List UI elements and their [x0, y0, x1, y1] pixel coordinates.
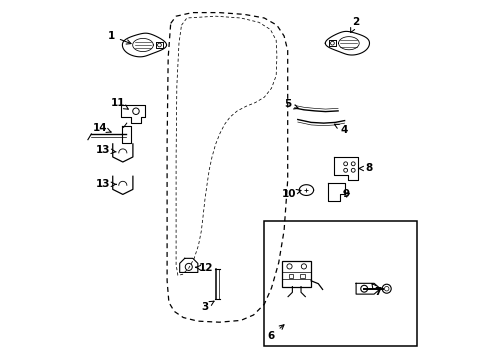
Text: 1: 1	[107, 31, 131, 44]
Text: 10: 10	[282, 189, 301, 199]
Text: 9: 9	[342, 189, 349, 199]
Bar	[288, 274, 292, 278]
Text: 14: 14	[93, 123, 111, 133]
Text: 5: 5	[284, 99, 298, 109]
Bar	[264, 221, 416, 346]
Text: 11: 11	[110, 98, 128, 109]
Bar	[282, 261, 310, 287]
Text: 2: 2	[350, 17, 359, 32]
Text: 7: 7	[371, 284, 381, 297]
Text: 12: 12	[195, 263, 212, 273]
Bar	[300, 274, 304, 278]
Text: 4: 4	[334, 124, 347, 135]
Text: 3: 3	[201, 301, 214, 312]
Text: 6: 6	[267, 325, 284, 341]
Text: 13: 13	[96, 145, 116, 156]
Text: 8: 8	[358, 163, 371, 174]
Text: 13: 13	[96, 179, 116, 189]
